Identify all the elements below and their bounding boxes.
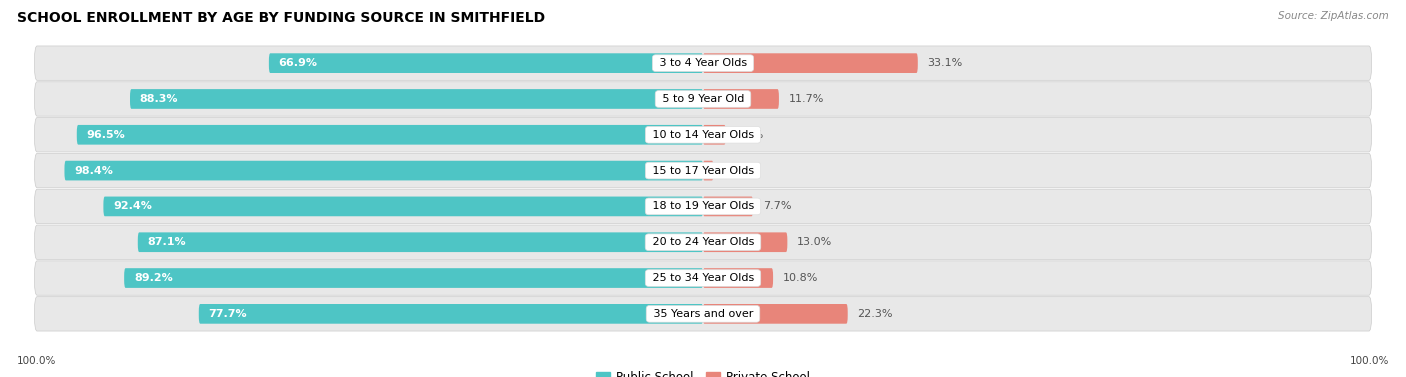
Text: 89.2%: 89.2%: [134, 273, 173, 283]
Text: 100.0%: 100.0%: [1350, 356, 1389, 366]
FancyBboxPatch shape: [703, 304, 848, 324]
FancyBboxPatch shape: [703, 196, 754, 216]
FancyBboxPatch shape: [138, 232, 703, 252]
FancyBboxPatch shape: [35, 153, 1371, 188]
Text: 22.3%: 22.3%: [858, 309, 893, 319]
Text: 92.4%: 92.4%: [112, 201, 152, 211]
Text: 25 to 34 Year Olds: 25 to 34 Year Olds: [648, 273, 758, 283]
Text: 10 to 14 Year Olds: 10 to 14 Year Olds: [648, 130, 758, 140]
FancyBboxPatch shape: [703, 161, 713, 181]
Text: 1.6%: 1.6%: [723, 166, 751, 176]
Text: 3.5%: 3.5%: [735, 130, 763, 140]
Text: 3 to 4 Year Olds: 3 to 4 Year Olds: [655, 58, 751, 68]
FancyBboxPatch shape: [35, 82, 1371, 116]
FancyBboxPatch shape: [703, 89, 779, 109]
FancyBboxPatch shape: [77, 125, 703, 145]
FancyBboxPatch shape: [129, 89, 703, 109]
FancyBboxPatch shape: [35, 261, 1371, 295]
FancyBboxPatch shape: [703, 268, 773, 288]
FancyBboxPatch shape: [703, 53, 918, 73]
FancyBboxPatch shape: [124, 268, 703, 288]
FancyBboxPatch shape: [269, 53, 703, 73]
FancyBboxPatch shape: [35, 297, 1371, 331]
FancyBboxPatch shape: [35, 118, 1371, 152]
Text: 100.0%: 100.0%: [17, 356, 56, 366]
Text: 66.9%: 66.9%: [278, 58, 318, 68]
Text: 5 to 9 Year Old: 5 to 9 Year Old: [658, 94, 748, 104]
FancyBboxPatch shape: [35, 189, 1371, 224]
FancyBboxPatch shape: [35, 225, 1371, 259]
FancyBboxPatch shape: [703, 232, 787, 252]
Text: 88.3%: 88.3%: [139, 94, 179, 104]
Text: 11.7%: 11.7%: [789, 94, 824, 104]
Text: 20 to 24 Year Olds: 20 to 24 Year Olds: [648, 237, 758, 247]
Text: 87.1%: 87.1%: [148, 237, 186, 247]
FancyBboxPatch shape: [104, 196, 703, 216]
Text: 10.8%: 10.8%: [783, 273, 818, 283]
FancyBboxPatch shape: [198, 304, 703, 324]
Legend: Public School, Private School: Public School, Private School: [592, 366, 814, 377]
Text: 15 to 17 Year Olds: 15 to 17 Year Olds: [648, 166, 758, 176]
Text: 33.1%: 33.1%: [928, 58, 963, 68]
FancyBboxPatch shape: [703, 125, 725, 145]
Text: 18 to 19 Year Olds: 18 to 19 Year Olds: [648, 201, 758, 211]
Text: SCHOOL ENROLLMENT BY AGE BY FUNDING SOURCE IN SMITHFIELD: SCHOOL ENROLLMENT BY AGE BY FUNDING SOUR…: [17, 11, 546, 25]
Text: 77.7%: 77.7%: [208, 309, 247, 319]
Text: 7.7%: 7.7%: [762, 201, 792, 211]
Text: 13.0%: 13.0%: [797, 237, 832, 247]
Text: 98.4%: 98.4%: [75, 166, 112, 176]
FancyBboxPatch shape: [65, 161, 703, 181]
Text: 96.5%: 96.5%: [87, 130, 125, 140]
Text: 35 Years and over: 35 Years and over: [650, 309, 756, 319]
Text: Source: ZipAtlas.com: Source: ZipAtlas.com: [1278, 11, 1389, 21]
FancyBboxPatch shape: [35, 46, 1371, 80]
